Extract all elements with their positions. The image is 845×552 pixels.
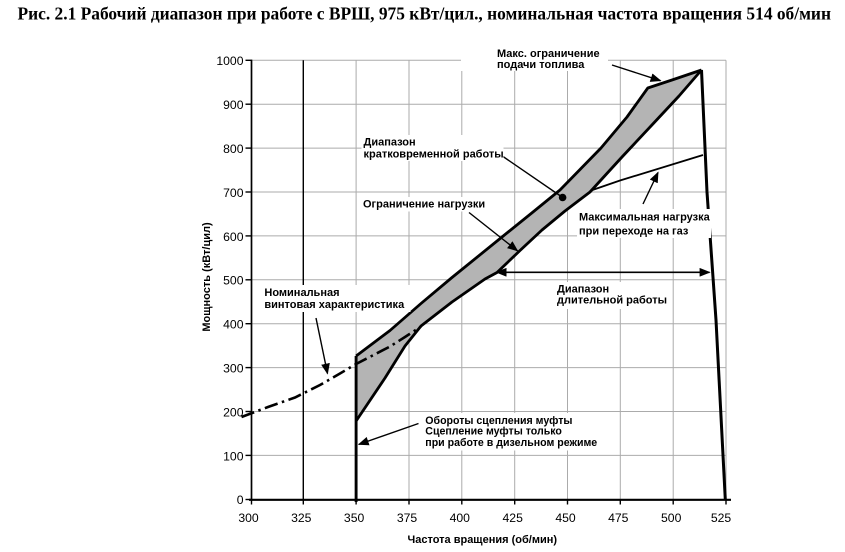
svg-text:0: 0 [237, 493, 244, 507]
svg-text:при переходе на газ: при переходе на газ [579, 226, 689, 238]
svg-text:подачи топлива: подачи топлива [497, 59, 585, 71]
svg-text:Номинальная: Номинальная [264, 287, 339, 299]
svg-text:Сцепление муфты только: Сцепление муфты только [425, 426, 562, 438]
svg-text:375: 375 [397, 511, 418, 525]
svg-text:350: 350 [344, 511, 365, 525]
svg-text:кратковременной работы: кратковременной работы [364, 148, 504, 160]
svg-text:Частота вращения (об/мин): Частота вращения (об/мин) [408, 534, 558, 546]
svg-text:450: 450 [555, 511, 576, 525]
svg-text:700: 700 [223, 186, 244, 200]
svg-text:425: 425 [503, 511, 524, 525]
svg-text:Максимальная нагрузка: Максимальная нагрузка [579, 212, 711, 224]
svg-text:300: 300 [238, 511, 259, 525]
svg-text:200: 200 [223, 405, 244, 419]
svg-text:Диапазон: Диапазон [557, 284, 609, 296]
svg-text:100: 100 [223, 449, 244, 463]
svg-text:400: 400 [223, 318, 244, 332]
svg-text:при работе в дизельном режиме: при работе в дизельном режиме [425, 437, 597, 449]
svg-text:винтовая характеристика: винтовая характеристика [264, 299, 405, 311]
svg-text:900: 900 [223, 98, 244, 112]
svg-text:Мощность (кВт/цил): Мощность (кВт/цил) [201, 222, 213, 332]
svg-text:Рис. 2.1 Рабочий диапазон при: Рис. 2.1 Рабочий диапазон при работе с В… [18, 4, 831, 24]
svg-text:Диапазон: Диапазон [364, 137, 416, 149]
svg-text:800: 800 [223, 142, 244, 156]
svg-text:Макс. ограничение: Макс. ограничение [497, 48, 600, 60]
svg-text:длительной работы: длительной работы [557, 295, 667, 307]
svg-text:400: 400 [450, 511, 471, 525]
svg-text:Ограничение нагрузки: Ограничение нагрузки [363, 199, 485, 211]
svg-text:600: 600 [223, 230, 244, 244]
svg-text:525: 525 [711, 511, 732, 525]
svg-text:475: 475 [608, 511, 629, 525]
svg-text:300: 300 [223, 362, 244, 376]
svg-text:325: 325 [291, 511, 312, 525]
svg-text:Обороты сцепления муфты: Обороты сцепления муфты [425, 415, 572, 427]
svg-text:500: 500 [661, 511, 682, 525]
svg-text:1000: 1000 [216, 54, 243, 68]
svg-text:500: 500 [223, 274, 244, 288]
